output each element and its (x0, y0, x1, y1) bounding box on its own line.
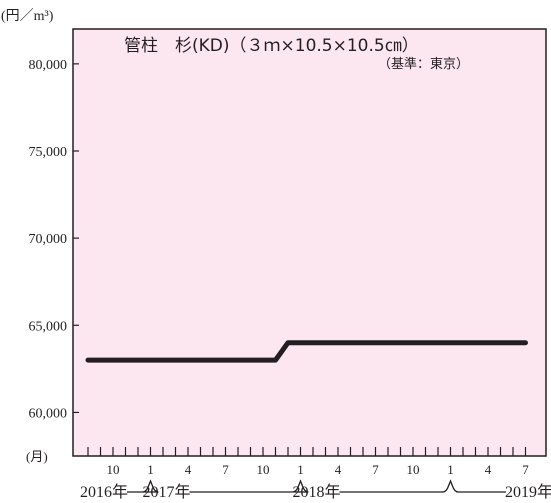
year-separator-bracket (189, 479, 309, 493)
chart-title: 管柱 杉(KD)（３ｍ×10.5×10.5㎝） (124, 36, 419, 56)
x-month-label: 7 (222, 462, 229, 477)
x-month-label: 10 (407, 462, 420, 477)
x-month-label: 10 (257, 462, 270, 477)
chart-subtitle: （基準：東京） (378, 56, 469, 71)
x-year-label: 2016年 (80, 483, 128, 501)
y-tick-label: 75,000 (29, 145, 68, 160)
y-axis: 60,000 65,000 70,000 75,000 80,000 (29, 58, 79, 421)
x-month-label: 4 (185, 462, 192, 477)
plot-area (72, 28, 547, 457)
y-axis-unit-label: (円／m³) (1, 8, 54, 24)
x-month-label: 7 (522, 462, 529, 477)
x-axis: 10 1 4 7 10 1 4 7 10 1 4 7 2016年 2017年 2018年 2019年 (80, 447, 551, 501)
x-month-label: 4 (335, 462, 342, 477)
y-tick-label: 60,000 (29, 406, 68, 421)
x-month-label: 7 (372, 462, 379, 477)
x-month-label: 4 (485, 462, 492, 477)
y-tick-label: 65,000 (29, 319, 68, 334)
year-separator-bracket (339, 479, 506, 493)
y-tick-label: 70,000 (29, 232, 68, 247)
x-year-label: 2017年 (142, 483, 190, 501)
series-group (85, 340, 528, 363)
y-tick-label: 80,000 (29, 58, 68, 73)
x-month-label: 10 (107, 462, 120, 477)
x-year-label: 2019年 (505, 483, 551, 501)
x-month-label: 1 (447, 462, 454, 477)
x-month-label: 1 (147, 462, 154, 477)
year-separator-bracket (127, 479, 159, 493)
series-line (85, 340, 528, 363)
x-year-label: 2018年 (292, 483, 340, 501)
x-month-label: 1 (297, 462, 304, 477)
x-axis-unit-label: (月) (26, 449, 48, 464)
